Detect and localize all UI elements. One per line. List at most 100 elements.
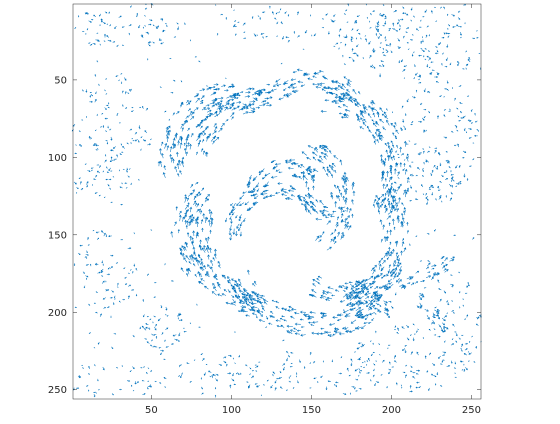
arrow-1806: [470, 108, 473, 112]
arrow-471: [340, 213, 344, 219]
arrow-1917: [417, 167, 420, 170]
arrow-1916: [422, 193, 425, 195]
arrow-1893: [430, 172, 433, 176]
arrow-2197: [372, 351, 376, 354]
arrow-1017: [184, 196, 188, 203]
arrow-2496: [121, 182, 123, 185]
arrow-1000: [174, 221, 177, 227]
arrow-1967: [107, 267, 110, 270]
arrow-1316: [419, 302, 423, 308]
arrow-1222: [337, 206, 343, 210]
arrow-1237: [376, 307, 380, 312]
arrow-1846: [397, 153, 400, 155]
arrow-1176: [247, 182, 251, 188]
arrow-2222: [361, 343, 363, 346]
arrow-1921: [451, 176, 454, 180]
arrow-1876: [418, 81, 422, 84]
arrow-1719: [102, 170, 104, 173]
arrow-2004: [174, 338, 178, 341]
arrow-1856: [420, 102, 423, 106]
arrow-110: [249, 107, 256, 111]
arrow-2230: [370, 353, 373, 357]
arrow-542: [322, 166, 327, 172]
arrow-1065: [184, 241, 188, 248]
arrow-1818: [421, 184, 424, 188]
arrow-2425: [133, 263, 136, 267]
arrow-692: [393, 261, 397, 267]
arrow-243: [356, 102, 362, 107]
arrow-1460: [398, 27, 401, 31]
arrow-1997: [165, 306, 168, 311]
arrow-424: [372, 122, 377, 127]
arrow-1550: [356, 44, 359, 48]
arrow-2175: [359, 371, 361, 374]
arrow-533: [317, 159, 322, 162]
arrow-1235: [378, 304, 382, 307]
arrow-417: [375, 129, 381, 134]
arrow-529: [345, 187, 348, 195]
arrow-1835: [454, 144, 457, 147]
arrow-656: [401, 217, 405, 223]
arrow-835: [275, 300, 280, 304]
arrow-2421: [447, 32, 451, 35]
arrow-681: [308, 294, 313, 297]
arrow-1560: [478, 52, 481, 54]
arrow-596: [403, 206, 406, 212]
arrow-182: [214, 126, 218, 131]
arrow-2446: [135, 293, 138, 297]
arrow-2442: [164, 110, 167, 113]
arrow-1199: [307, 186, 310, 191]
arrow-208: [199, 132, 203, 136]
arrow-1319: [418, 295, 423, 301]
arrow-1715: [132, 140, 135, 142]
arrow-2295: [432, 316, 436, 319]
arrow-1280: [441, 261, 444, 265]
arrow-1692: [131, 110, 134, 112]
arrow-1670: [139, 106, 142, 109]
arrow-2403: [120, 203, 123, 206]
arrow-665: [372, 269, 376, 275]
arrow-2255: [378, 343, 380, 345]
arrow-1571: [382, 47, 385, 51]
arrow-2157: [288, 380, 291, 383]
arrow-450: [387, 154, 391, 162]
arrow-2226: [433, 334, 437, 336]
arrow-1247: [372, 292, 377, 295]
arrow-1407: [149, 19, 153, 22]
arrow-1179: [273, 166, 278, 169]
arrow-296: [331, 79, 338, 83]
arrow-146: [214, 102, 220, 106]
arrow-1328: [247, 301, 251, 304]
arrow-1317: [424, 309, 429, 312]
arrow-2085: [212, 374, 216, 377]
arrow-83: [244, 95, 251, 98]
arrow-145: [218, 106, 222, 111]
arrow-2062: [93, 394, 96, 398]
arrow-744: [334, 289, 340, 292]
arrow-477: [318, 239, 322, 243]
arrow-1984: [144, 338, 148, 340]
arrow-1557: [462, 68, 465, 70]
arrow-2201: [415, 386, 419, 389]
arrow-2468: [374, 312, 377, 315]
arrow-1748: [76, 187, 79, 190]
arrow-1929: [85, 256, 88, 259]
arrow-1687: [116, 113, 118, 116]
arrow-2286: [357, 358, 361, 361]
arrow-590: [397, 261, 400, 266]
arrow-1714: [94, 143, 96, 145]
arrow-1613: [457, 17, 461, 20]
arrow-1522: [422, 39, 424, 43]
arrow-2287: [404, 349, 407, 354]
arrow-1126: [232, 228, 236, 235]
arrow-284: [287, 85, 293, 89]
arrow-837: [288, 305, 294, 310]
arrow-1755: [80, 181, 82, 185]
arrow-797: [336, 313, 342, 317]
arrow-525: [346, 176, 349, 182]
arrow-1503: [436, 71, 439, 76]
arrow-552: [374, 286, 379, 290]
arrow-340: [374, 131, 377, 136]
arrow-1308: [416, 305, 419, 308]
